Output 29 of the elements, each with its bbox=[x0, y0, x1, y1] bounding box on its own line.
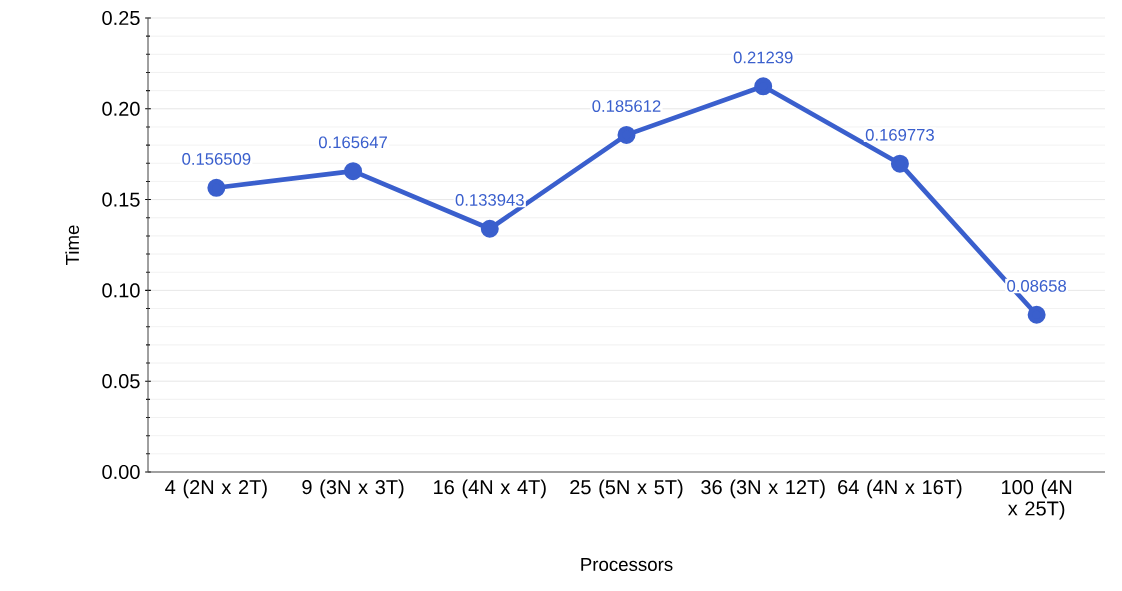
x-tick-label: 25 (5N x 5T) bbox=[570, 479, 683, 499]
y-tick-label: 0.25 bbox=[102, 10, 140, 26]
x-tick-label: 4 (2N x 2T) bbox=[165, 479, 267, 499]
data-label: 0.133943 bbox=[455, 194, 524, 206]
point bbox=[344, 162, 363, 181]
data-label: 0.165647 bbox=[318, 136, 387, 149]
y-tick-label: 0.20 bbox=[102, 101, 140, 116]
y-tick-label: 0.05 bbox=[102, 374, 140, 389]
x-tick-label: 64 (4N x 16T) bbox=[838, 479, 962, 499]
data-label: 0.185612 bbox=[592, 100, 661, 112]
x-tick-label: 36 (3N x 12T) bbox=[701, 479, 825, 499]
point bbox=[207, 178, 226, 197]
x-tick-label: 16 (4N x 4T) bbox=[434, 479, 546, 499]
x-tick-label: 9 (3N x 3T) bbox=[302, 479, 404, 499]
data-label: 0.08658 bbox=[1007, 280, 1067, 292]
x-tick-label: 100 (4N x 25T) bbox=[1002, 479, 1072, 520]
y-tick-label: 0.00 bbox=[102, 464, 140, 480]
data-label: 0.169773 bbox=[865, 128, 934, 141]
data-label: 0.156509 bbox=[182, 153, 251, 165]
y-axis-title: Time bbox=[65, 225, 80, 265]
point bbox=[890, 154, 909, 173]
point bbox=[1027, 305, 1046, 324]
y-tick-label: 0.15 bbox=[102, 192, 140, 207]
x-axis-title: Processors bbox=[581, 558, 673, 572]
data-label: 0.21239 bbox=[733, 51, 793, 64]
y-tick-label: 0.10 bbox=[102, 283, 140, 298]
point bbox=[617, 125, 636, 144]
point bbox=[480, 219, 499, 238]
point bbox=[754, 77, 773, 96]
